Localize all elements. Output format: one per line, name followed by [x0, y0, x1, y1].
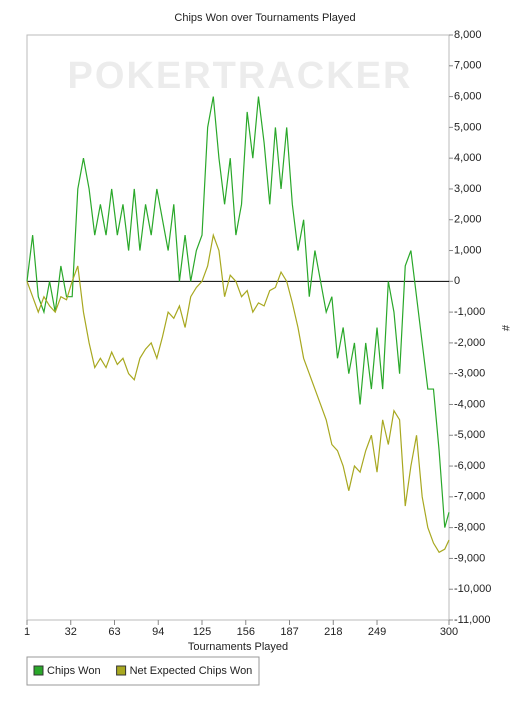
y-tick-label: 8,000 [454, 29, 482, 41]
y-tick-label: -2,000 [454, 337, 485, 349]
y-tick-label: 4,000 [454, 152, 482, 164]
x-tick-label: 32 [65, 626, 77, 638]
legend-swatch [116, 665, 127, 676]
x-tick-label: 63 [108, 626, 120, 638]
legend-swatch [33, 665, 44, 676]
y-tick-label: -5,000 [454, 429, 485, 441]
x-tick-label: 156 [237, 626, 255, 638]
legend-label: Net Expected Chips Won [130, 665, 253, 677]
y-tick-label: -9,000 [454, 552, 485, 564]
y-tick-label: 2,000 [454, 214, 482, 226]
y-tick-label: 3,000 [454, 183, 482, 195]
y-tick-label: -6,000 [454, 460, 485, 472]
y-tick-label: 1,000 [454, 244, 482, 256]
y-tick-label: -3,000 [454, 368, 485, 380]
x-axis-label: Tournaments Played [188, 641, 288, 653]
legend-box [26, 656, 260, 686]
y-tick-label: -7,000 [454, 491, 485, 503]
series-line [26, 232, 450, 554]
x-tick-label: 249 [368, 626, 386, 638]
x-tick-label: 300 [440, 626, 458, 638]
legend-label: Chips Won [47, 665, 101, 677]
y-axis-label: # [499, 325, 511, 332]
y-tick-label: 5,000 [454, 121, 482, 133]
x-tick-label: 94 [152, 626, 164, 638]
y-tick-label: 7,000 [454, 60, 482, 72]
chart-title: Chips Won over Tournaments Played [174, 12, 355, 24]
y-tick-label: -8,000 [454, 522, 485, 534]
y-tick-label: 6,000 [454, 90, 482, 102]
y-tick-label: -1,000 [454, 306, 485, 318]
x-tick-label: 1 [24, 626, 30, 638]
x-tick-label: 187 [280, 626, 298, 638]
x-tick-label: 218 [324, 626, 342, 638]
y-tick-label: 0 [454, 275, 460, 287]
watermark: POKERTRACKER [68, 55, 413, 97]
series-line [26, 96, 450, 528]
y-tick-label: -10,000 [454, 583, 491, 595]
plot-frame [26, 34, 450, 621]
y-tick-label: -11,000 [454, 614, 491, 626]
x-tick-label: 125 [193, 626, 211, 638]
y-tick-label: -4,000 [454, 398, 485, 410]
